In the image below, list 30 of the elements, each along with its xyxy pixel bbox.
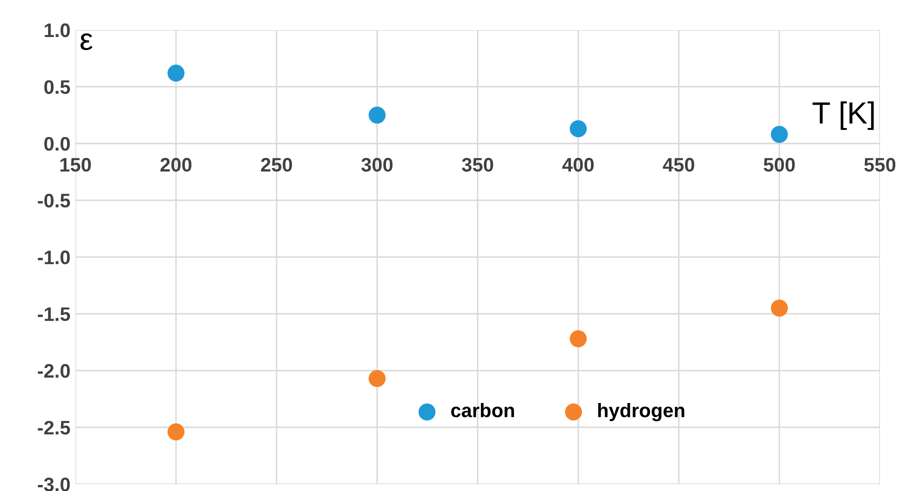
- y-tick-label: -2.5: [38, 420, 70, 435]
- x-tick-label: 450: [662, 158, 694, 172]
- legend-label: hydrogen: [598, 403, 684, 422]
- point: [570, 120, 587, 138]
- x-tick-label: 300: [361, 158, 393, 172]
- point: [368, 370, 386, 388]
- x-tick-label: 200: [160, 158, 192, 172]
- point: [570, 330, 587, 348]
- point: [368, 106, 386, 124]
- x-tick-label: 400: [562, 158, 594, 172]
- x-tick-label: 500: [764, 158, 795, 172]
- y-axis-title: ε: [80, 33, 93, 50]
- x-tick-label: 350: [462, 158, 494, 172]
- y-tick-label: 1.0: [44, 23, 70, 38]
- point: [168, 423, 185, 440]
- y-tick-label: -3.0: [38, 478, 70, 491]
- y-tick-label: -2.0: [38, 364, 70, 378]
- x-axis-title: T [K]: [812, 101, 874, 130]
- y-tick-label: -1.0: [38, 250, 70, 264]
- point: [168, 64, 185, 82]
- y-tick-label: 0.5: [44, 80, 70, 94]
- y-tick-label: 0.0: [44, 136, 70, 151]
- x-tick-label: 250: [261, 158, 292, 172]
- y-tick-label: -1.5: [38, 307, 70, 322]
- point: [770, 126, 788, 143]
- y-tick-label: -0.5: [38, 194, 70, 208]
- legend-label: carbon: [451, 403, 514, 418]
- point: [770, 300, 788, 317]
- x-tick-label: 150: [60, 158, 91, 172]
- x-tick-label: 550: [864, 158, 896, 172]
